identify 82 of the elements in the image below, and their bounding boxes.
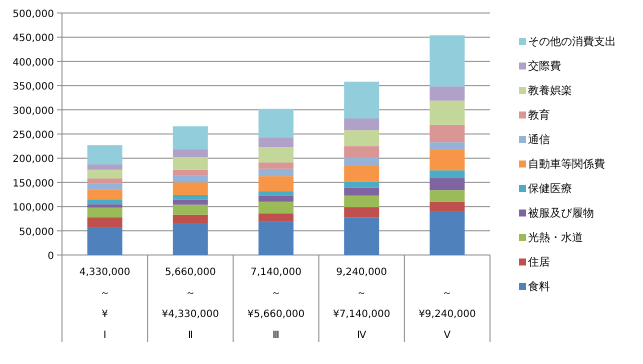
y-tick-label: 150,000 — [12, 178, 54, 190]
bar — [344, 146, 380, 158]
bar — [87, 178, 122, 184]
bar — [258, 176, 294, 192]
bar — [344, 130, 380, 146]
bar — [172, 170, 208, 176]
y-tick-label: 300,000 — [12, 106, 54, 117]
bar — [258, 196, 294, 202]
bar — [87, 204, 122, 208]
bar — [87, 189, 122, 200]
bar — [172, 126, 208, 150]
bar — [344, 188, 380, 196]
bar — [344, 118, 380, 130]
legend-label: 交際費 — [528, 60, 561, 72]
bar — [172, 194, 208, 200]
x-tick-label: ～ ¥9,240,000 Ⅴ — [418, 288, 476, 341]
bar — [172, 204, 208, 215]
bar — [172, 214, 208, 224]
y-tick-label: 250,000 — [12, 130, 54, 141]
legend-label: 通信 — [528, 133, 550, 146]
bar — [430, 202, 465, 212]
x-tick-label: 5,660,000 ～ ¥4,330,000 Ⅱ — [162, 267, 220, 341]
bar — [87, 164, 122, 170]
bar — [258, 191, 294, 196]
bar — [258, 108, 294, 138]
bar — [430, 124, 465, 142]
bar — [430, 142, 465, 150]
y-tick-label: 50,000 — [19, 226, 54, 238]
bar — [344, 82, 380, 119]
bar — [87, 199, 122, 204]
y-tick-label: 200,000 — [12, 154, 54, 166]
x-tick-label: 7,140,000 ～ ¥5,660,000 Ⅲ — [247, 267, 305, 341]
legend-label: 保健医療 — [528, 182, 572, 195]
bar — [430, 100, 465, 125]
bar — [258, 137, 294, 148]
y-tick-label: 0 — [48, 251, 54, 262]
bar — [172, 182, 208, 195]
bar — [430, 35, 465, 87]
bar — [430, 150, 465, 170]
bar — [172, 200, 208, 205]
bar — [87, 208, 122, 218]
bar — [87, 183, 122, 190]
bar — [172, 176, 208, 182]
bar — [87, 217, 122, 228]
legend-label: 自動車等関係費 — [528, 158, 605, 170]
bar — [172, 149, 208, 158]
y-tick-label: 350,000 — [12, 82, 54, 93]
x-tick-label: 4,330,000 ～ ¥ Ⅰ — [79, 267, 130, 341]
y-tick-label: 400,000 — [12, 57, 54, 68]
bar — [258, 162, 294, 169]
legend-label: 光熱・水道 — [528, 231, 583, 244]
bar — [344, 182, 380, 188]
bar — [87, 228, 122, 255]
bar — [344, 165, 380, 182]
legend-label: 教養娯楽 — [528, 84, 572, 97]
legend-label: 被服及び履物 — [528, 206, 594, 220]
bar — [344, 217, 380, 255]
bar — [430, 170, 465, 178]
legend-label: 住居 — [528, 256, 550, 268]
y-tick-label: 450,000 — [12, 33, 54, 44]
bar — [258, 168, 294, 176]
bar — [258, 202, 294, 214]
bar — [258, 213, 294, 222]
bar — [172, 224, 208, 255]
bar — [344, 195, 380, 208]
x-tick-label: 9,240,000 ～ ¥7,140,000 Ⅳ — [332, 267, 390, 341]
bar — [258, 147, 294, 163]
bar — [87, 170, 122, 179]
bar — [344, 207, 380, 218]
bar — [258, 222, 294, 255]
y-tick-label: 500,000 — [12, 9, 54, 20]
legend-label: 食料 — [528, 280, 550, 293]
legend-label: 教育 — [528, 108, 550, 122]
bar — [172, 157, 208, 170]
legend-label: その他の消費支出 — [528, 35, 616, 48]
bar — [430, 190, 465, 202]
y-tick-label: 100,000 — [12, 202, 54, 214]
bar — [430, 178, 465, 190]
bar — [430, 86, 465, 101]
bar — [87, 145, 122, 164]
bar — [430, 211, 465, 255]
bar — [344, 158, 380, 166]
